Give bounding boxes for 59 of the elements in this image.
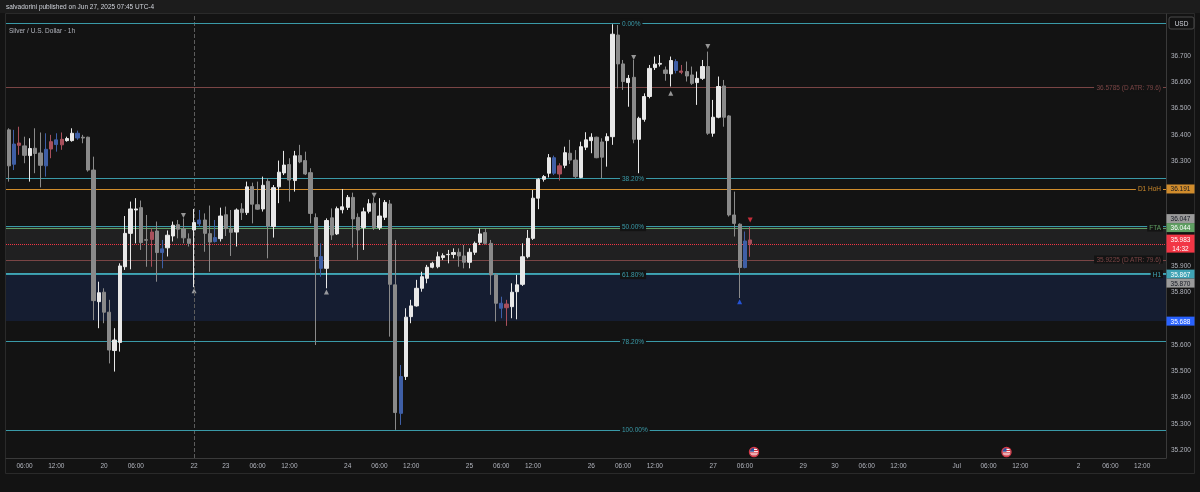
- candlestick: [234, 207, 239, 248]
- candlestick: [28, 137, 32, 183]
- candlestick: [552, 155, 556, 176]
- candlestick: [187, 232, 191, 248]
- candlestick: [674, 58, 678, 74]
- candlestick: [542, 174, 546, 183]
- candlestick: [60, 131, 64, 151]
- candlestick: [499, 296, 503, 319]
- candlestick: [12, 129, 16, 171]
- candlestick: [679, 64, 683, 75]
- point: [747, 217, 753, 223]
- point: [705, 44, 711, 50]
- candlestick: [240, 202, 244, 221]
- candlestick: [399, 364, 403, 426]
- candlestick: [218, 207, 223, 243]
- candlestick: [97, 281, 101, 329]
- candlestick: [324, 217, 329, 289]
- candlestick: [197, 209, 201, 228]
- candlestick: [563, 146, 567, 169]
- candlestick: [483, 227, 487, 245]
- point: [371, 192, 377, 198]
- candlestick: [54, 132, 58, 153]
- point: [631, 55, 637, 61]
- candlestick: [738, 222, 742, 299]
- candlestick: [213, 219, 217, 244]
- candlestick: [155, 221, 159, 283]
- candlestick: [319, 242, 323, 278]
- point: [737, 299, 743, 305]
- candlestick: [266, 177, 270, 259]
- candlestick: [510, 282, 514, 319]
- candlestick: [330, 207, 334, 241]
- candlestick: [404, 307, 408, 381]
- point: [668, 90, 674, 96]
- candlestick: [7, 127, 11, 183]
- candlestick: [314, 212, 318, 346]
- candlestick: [160, 239, 164, 269]
- candlestick: [17, 126, 21, 156]
- candlestick: [706, 51, 710, 136]
- candlestick: [547, 153, 551, 178]
- candlestick: [75, 130, 80, 141]
- candlestick: [557, 162, 562, 182]
- candlestick: [669, 56, 673, 88]
- candlestick: [44, 132, 48, 178]
- point: [180, 213, 186, 219]
- candlestick: [245, 181, 249, 216]
- candlestick: [346, 194, 350, 211]
- candlestick: [743, 231, 747, 269]
- candlestick: [504, 299, 509, 327]
- candlestick: [748, 226, 752, 258]
- candlestick: [663, 66, 668, 82]
- candlestick: [22, 136, 27, 164]
- candlestick: [293, 150, 297, 193]
- candlestick: [626, 74, 630, 108]
- candlestick: [478, 227, 482, 246]
- candlestick: [150, 227, 154, 268]
- candlestick: [287, 157, 291, 203]
- candlestick: [192, 208, 196, 288]
- candlestick: [49, 134, 53, 159]
- candlestick: [261, 176, 265, 213]
